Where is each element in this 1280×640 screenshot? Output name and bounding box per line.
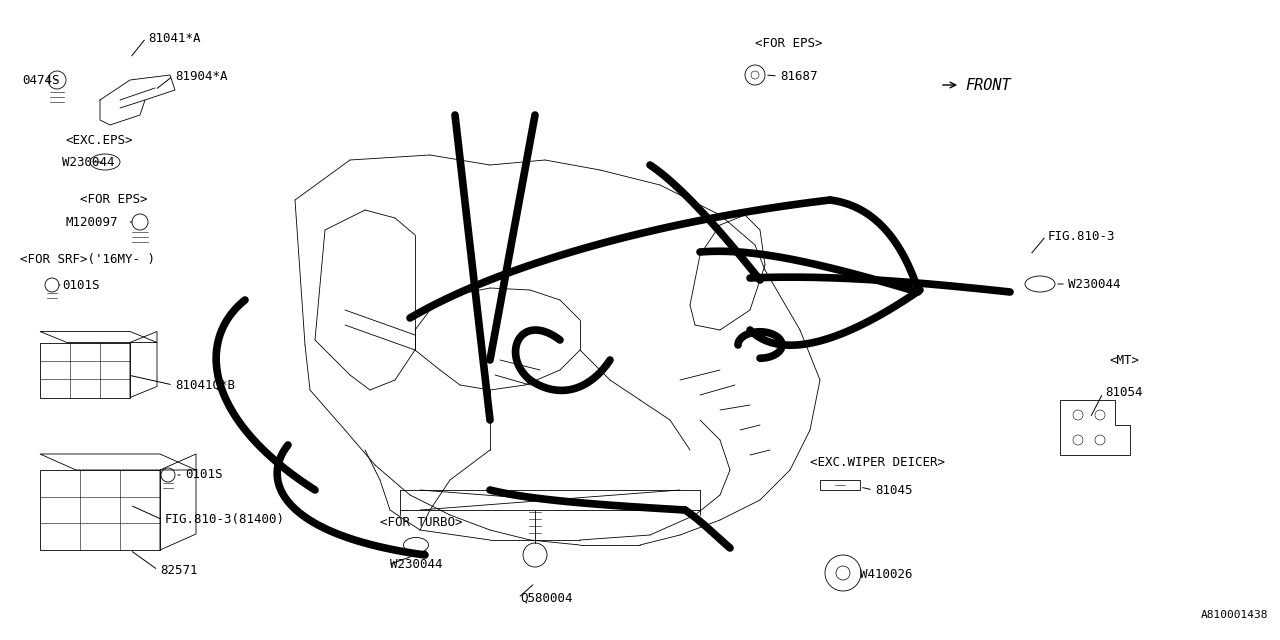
Text: 0101S: 0101S (186, 468, 223, 481)
Text: <FOR TURBO>: <FOR TURBO> (380, 515, 462, 529)
Text: 81041*A: 81041*A (148, 31, 201, 45)
Text: M120097: M120097 (65, 216, 118, 228)
Text: 81041Q*B: 81041Q*B (175, 378, 236, 392)
Text: W230044: W230044 (1068, 278, 1120, 291)
Text: 82571: 82571 (160, 563, 197, 577)
Text: <EXC.EPS>: <EXC.EPS> (65, 134, 133, 147)
Text: A810001438: A810001438 (1201, 610, 1268, 620)
Text: FIG.810-3: FIG.810-3 (1048, 230, 1115, 243)
Text: W230044: W230044 (390, 559, 443, 572)
Text: 81904*A: 81904*A (175, 70, 228, 83)
Text: <EXC.WIPER DEICER>: <EXC.WIPER DEICER> (810, 456, 945, 470)
Text: FRONT: FRONT (965, 77, 1011, 93)
Text: 81045: 81045 (876, 483, 913, 497)
Text: W230044: W230044 (61, 156, 114, 168)
Text: <FOR SRF>('16MY- ): <FOR SRF>('16MY- ) (20, 253, 155, 266)
Text: Q580004: Q580004 (520, 591, 572, 605)
Text: W410026: W410026 (860, 568, 913, 582)
Text: FIG.810-3(81400): FIG.810-3(81400) (165, 513, 285, 527)
Text: 0101S: 0101S (61, 278, 100, 291)
Text: <MT>: <MT> (1110, 353, 1140, 367)
Text: <FOR EPS>: <FOR EPS> (79, 193, 147, 205)
Text: 81054: 81054 (1105, 387, 1143, 399)
Text: 0474S: 0474S (22, 74, 59, 86)
Text: 81687: 81687 (780, 70, 818, 83)
Text: <FOR EPS>: <FOR EPS> (755, 36, 823, 49)
